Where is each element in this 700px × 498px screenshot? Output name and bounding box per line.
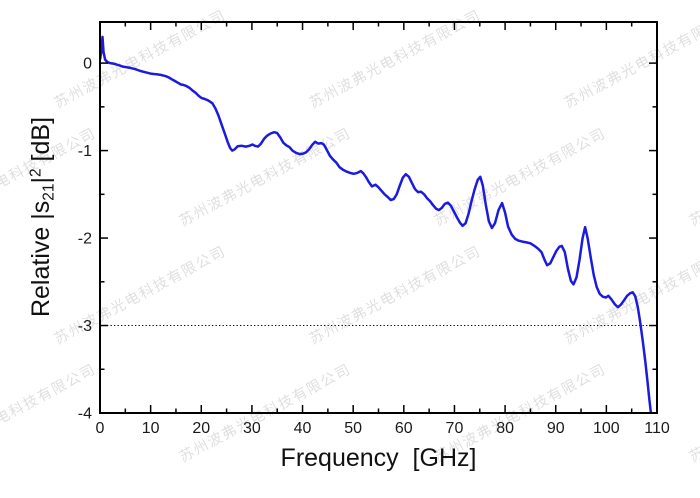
x-tick-label: 0 xyxy=(96,420,105,437)
y-tick-label: 0 xyxy=(83,56,92,73)
x-tick-label: 50 xyxy=(344,420,362,437)
plot-frame xyxy=(99,21,658,414)
s21-curve xyxy=(100,35,653,413)
x-tick-label: 40 xyxy=(294,420,312,437)
y-axis-title: Relative |s21|2 [dB] xyxy=(27,17,61,417)
x-tick-label: 100 xyxy=(593,420,620,437)
x-tick-label: 30 xyxy=(243,420,261,437)
y-axis-title-subscript: 21 xyxy=(40,183,58,201)
y-tick-label: -4 xyxy=(78,406,92,423)
x-tick-label: 110 xyxy=(644,420,670,437)
x-tick-label: 70 xyxy=(446,420,464,437)
x-tick-label: 80 xyxy=(496,420,514,437)
y-tick-label: -3 xyxy=(78,318,92,335)
y-axis-title-bar: | xyxy=(27,177,55,184)
y-axis-title-superscript: 2 xyxy=(27,168,45,178)
x-tick-label: 10 xyxy=(142,420,160,437)
x-tick-label: 90 xyxy=(547,420,565,437)
y-axis-title-pre: Relative |s xyxy=(27,200,55,318)
x-tick-label: 60 xyxy=(395,420,413,437)
x-axis-title: Frequency [GHz] xyxy=(280,444,477,472)
y-tick-label: -1 xyxy=(78,143,92,160)
y-axis-title-post: [dB] xyxy=(27,116,55,169)
x-tick-label: 20 xyxy=(192,420,210,437)
y-tick-label: -2 xyxy=(78,231,92,248)
